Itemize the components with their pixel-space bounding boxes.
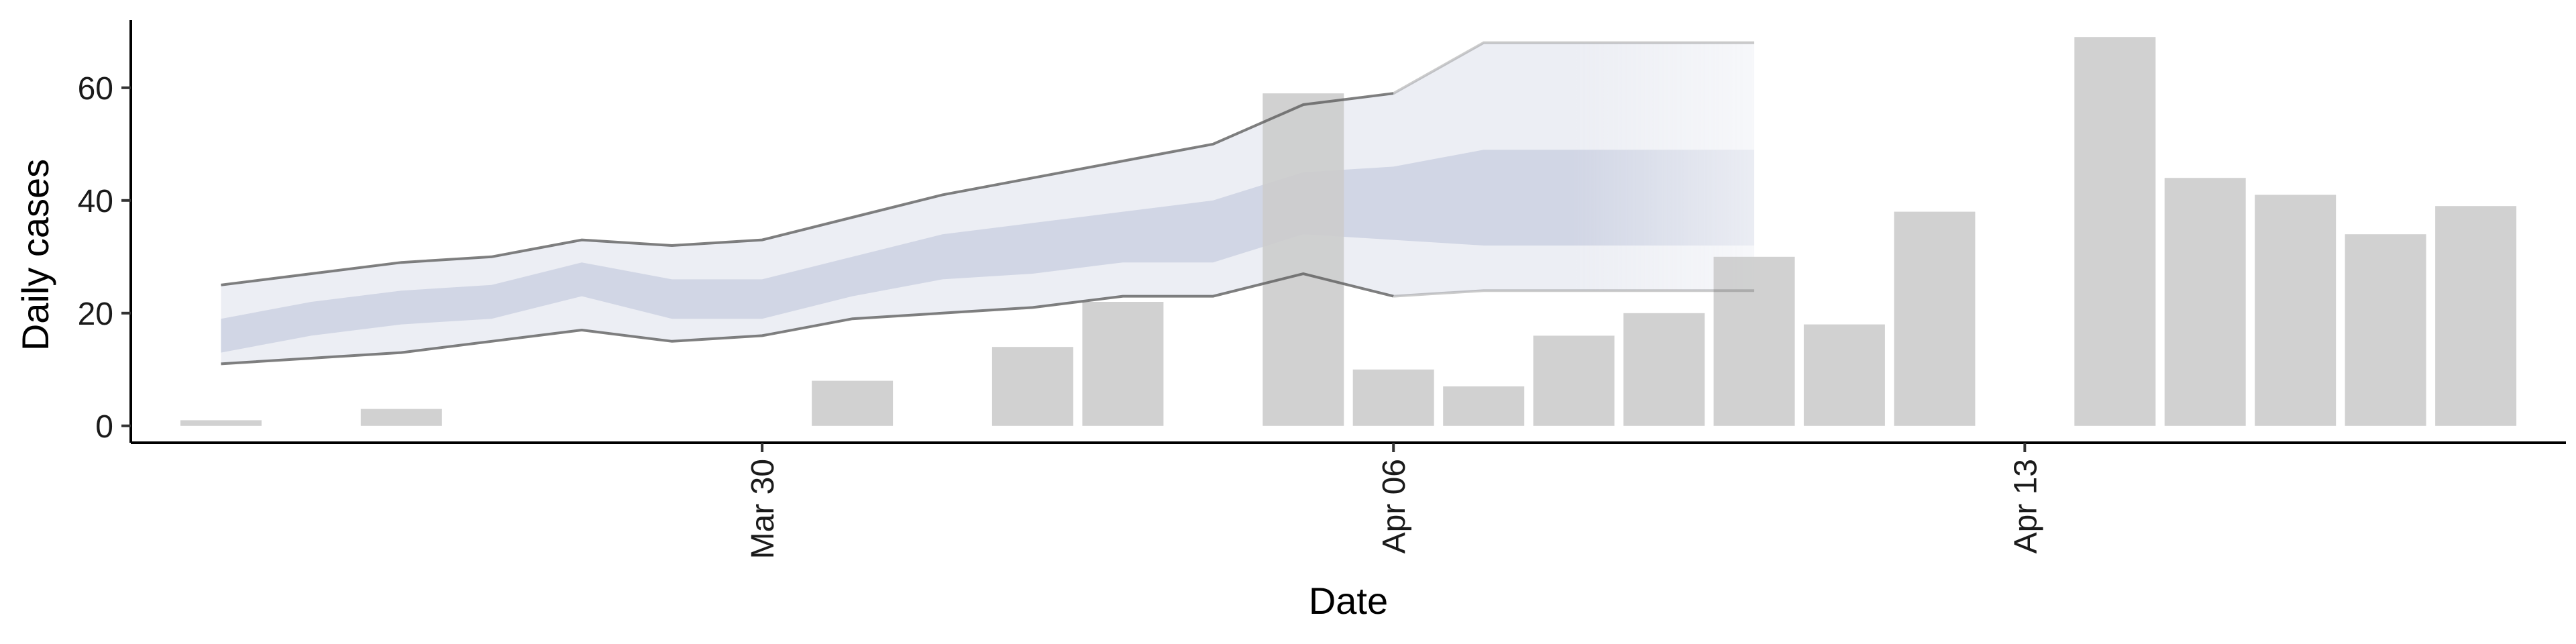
x-axis-title: Date xyxy=(1309,580,1388,622)
y-tick-label: 0 xyxy=(95,409,113,445)
y-tick-label: 20 xyxy=(78,297,113,332)
bar-2020-04-15 xyxy=(2164,178,2246,426)
y-axis-title: Daily cases xyxy=(14,159,56,351)
upper-bound-line xyxy=(221,92,1394,286)
bar-2020-03-24 xyxy=(180,420,262,426)
bar-2020-04-12 xyxy=(1894,211,1976,426)
bar-2020-04-14 xyxy=(2074,37,2156,426)
forecast-bound-lines xyxy=(221,41,1754,366)
bar-2020-03-26 xyxy=(360,409,442,426)
bar-2020-04-02 xyxy=(991,347,1073,426)
x-tick-label: Apr 06 xyxy=(1377,459,1412,553)
bar-2020-04-10 xyxy=(1713,256,1795,426)
bars-group xyxy=(180,37,2517,426)
upper-bound-line-projection xyxy=(1393,41,1754,95)
bar-2020-04-08 xyxy=(1533,335,1615,426)
y-tick-label: 60 xyxy=(78,71,113,107)
bar-2020-04-05 xyxy=(1263,93,1344,426)
forecast-bands xyxy=(221,42,1755,364)
forecast-band-50 xyxy=(221,150,1755,353)
bar-2020-04-06 xyxy=(1352,369,1434,426)
bar-2020-04-03 xyxy=(1082,302,1164,426)
x-tick-label: Apr 13 xyxy=(2008,459,2043,553)
lower-bound-line-projection xyxy=(1393,289,1754,298)
lower-bound-line xyxy=(221,272,1394,366)
bar-2020-03-31 xyxy=(812,380,894,426)
axes: 0 20 40 60 Mar 30 Apr 06 Apr 13 xyxy=(78,20,2566,559)
bar-2020-04-17 xyxy=(2345,234,2426,426)
bar-2020-04-11 xyxy=(1803,324,1885,426)
bar-2020-04-18 xyxy=(2435,206,2517,426)
bar-2020-04-09 xyxy=(1623,313,1705,426)
x-tick-label: Mar 30 xyxy=(745,459,781,559)
bar-2020-04-16 xyxy=(2255,195,2337,426)
y-tick-label: 40 xyxy=(78,184,113,219)
bar-2020-04-07 xyxy=(1443,386,1525,426)
